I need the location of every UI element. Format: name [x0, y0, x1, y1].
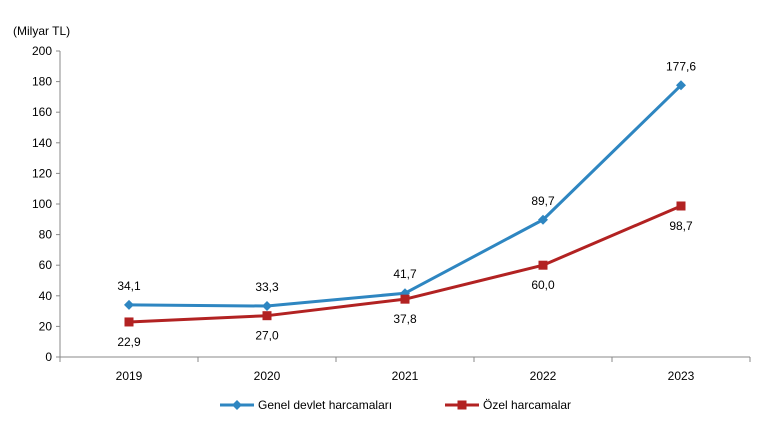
legend-label: Genel devlet harcamaları — [258, 398, 392, 412]
x-category-label: 2022 — [530, 369, 557, 383]
x-category-label: 2019 — [116, 369, 143, 383]
legend-swatch-marker — [457, 400, 467, 410]
data-point-marker — [262, 311, 272, 321]
x-tick-group: 2019 2020 2021 2022 2023 — [59, 357, 751, 383]
y-tick-group: 0 20 40 60 80 100 120 140 160 180 200 — [32, 44, 60, 364]
data-point-marker — [262, 301, 272, 312]
legend-swatch-marker — [232, 400, 242, 410]
y-tick-label: 140 — [32, 136, 52, 150]
legend: Genel devlet harcamaları Özel harcamalar — [220, 398, 571, 412]
data-label: 41,7 — [393, 267, 417, 281]
x-category-label: 2023 — [668, 369, 695, 383]
y-tick-label: 100 — [32, 197, 52, 211]
x-category-label: 2020 — [254, 369, 281, 383]
y-tick-label: 60 — [39, 258, 53, 272]
y-tick-label: 180 — [32, 75, 52, 89]
data-point-marker — [124, 299, 134, 310]
data-label: 60,0 — [531, 278, 555, 292]
data-label: 177,6 — [666, 59, 696, 73]
data-point-marker — [538, 214, 548, 225]
data-label: 98,7 — [669, 219, 693, 233]
y-tick-label: 80 — [39, 228, 53, 242]
marker-group — [124, 80, 686, 327]
data-label: 37,8 — [393, 312, 417, 326]
data-label: 33,3 — [255, 280, 279, 294]
data-point-marker — [676, 80, 686, 91]
data-label: 27,0 — [255, 329, 279, 343]
y-tick-label: 160 — [32, 105, 52, 119]
legend-label: Özel harcamalar — [483, 398, 571, 412]
data-point-marker — [676, 201, 686, 211]
x-category-label: 2021 — [392, 369, 419, 383]
y-unit-label: (Milyar TL) — [13, 24, 70, 38]
data-label: 89,7 — [531, 194, 555, 208]
y-tick-label: 20 — [39, 319, 53, 333]
y-tick-label: 200 — [32, 44, 52, 58]
y-tick-label: 120 — [32, 166, 52, 180]
data-point-marker — [400, 294, 410, 304]
data-point-marker — [538, 260, 548, 270]
data-label-group: 34,1 33,3 41,7 89,7 177,6 22,9 27,0 37,8 60,0 98,… — [117, 59, 696, 349]
series-line-group — [128, 84, 683, 324]
data-point-marker — [124, 317, 134, 327]
y-tick-label: 0 — [45, 350, 52, 364]
data-label: 22,9 — [117, 335, 141, 349]
y-tick-label: 40 — [39, 289, 53, 303]
data-label: 34,1 — [117, 279, 141, 293]
